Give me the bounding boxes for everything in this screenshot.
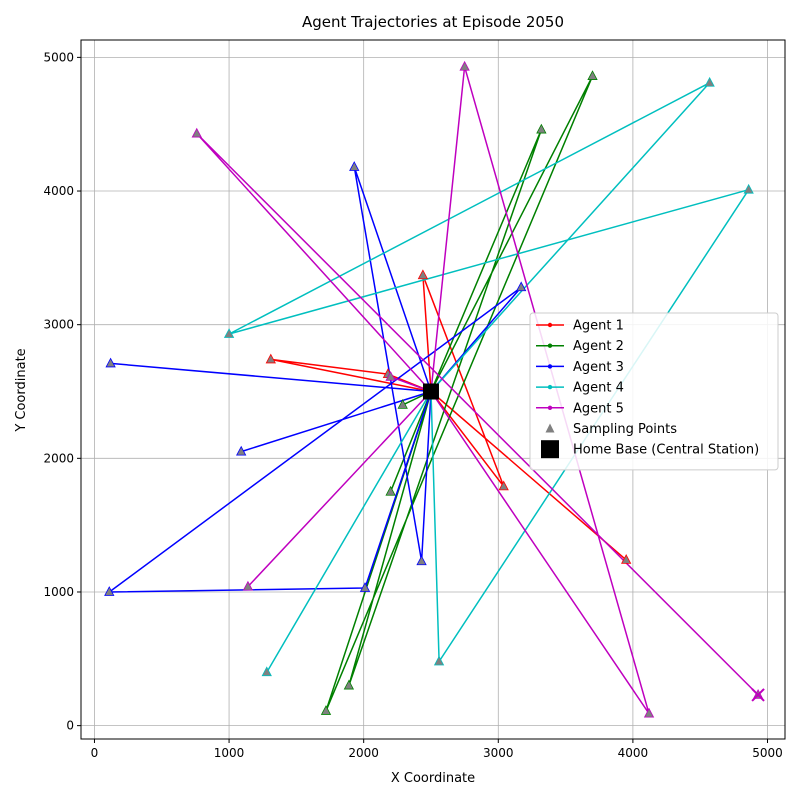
sampling-point	[104, 586, 115, 596]
sampling-point	[385, 370, 396, 381]
chart-title: Agent Trajectories at Episode 2050	[302, 13, 564, 31]
legend-label: Agent 1	[573, 319, 624, 334]
plot-frame	[80, 39, 786, 740]
sampling-point	[643, 707, 655, 718]
sampling-point	[743, 183, 754, 194]
sampling-point	[261, 666, 272, 677]
sampling-point	[516, 281, 527, 292]
y-tick-label: 4000	[43, 184, 74, 198]
x-tick-label: 0	[91, 746, 99, 760]
sampling-point	[191, 127, 202, 138]
y-tick-label: 3000	[43, 318, 74, 332]
sampling-point	[359, 582, 371, 592]
end-marker	[751, 688, 765, 702]
sampling-point	[236, 445, 247, 456]
sampling-points-layer	[104, 60, 765, 718]
sampling-point	[433, 655, 445, 666]
sampling-point	[242, 580, 254, 591]
agent-3-trajectory-line	[108, 166, 522, 593]
y-tick-label: 5000	[43, 50, 74, 64]
sampling-point	[343, 679, 355, 690]
sampling-point	[536, 123, 547, 134]
sampling-point	[587, 70, 598, 80]
home-base-layer	[422, 383, 439, 400]
legend-label: Agent 4	[573, 381, 624, 396]
sampling-point	[105, 357, 116, 368]
legend-swatch-dot	[547, 364, 553, 369]
legend-label: Home Base (Central Station)	[573, 443, 759, 458]
y-tick-label: 1000	[43, 585, 74, 599]
legend-label: Agent 3	[573, 360, 624, 375]
x-tick-label: 4000	[618, 746, 649, 760]
y-tick-label: 2000	[43, 451, 74, 465]
legend-label: Agent 2	[573, 339, 624, 354]
sampling-point	[223, 328, 235, 338]
legend-label: Sampling Points	[573, 422, 677, 437]
sampling-point	[416, 555, 427, 566]
sampling-point	[320, 705, 332, 715]
x-tick-label: 3000	[483, 746, 514, 760]
sampling-point	[385, 485, 396, 496]
legend-swatch-dot	[547, 343, 553, 348]
home-base-marker	[422, 383, 439, 400]
legend-home-marker	[541, 440, 559, 459]
axis-ticks: 0 1000 2000 3000 4000 5000 0 1000 2000 3000 4000 50…	[43, 50, 782, 760]
x-tick-label: 2000	[348, 746, 379, 760]
sampling-point	[397, 399, 408, 409]
legend-label: Agent 5	[573, 401, 624, 416]
legend-swatch-dot	[547, 405, 553, 410]
legend-swatch-dot	[547, 322, 553, 328]
sampling-point	[620, 554, 632, 564]
legend-sampling-marker	[545, 423, 555, 433]
sampling-point	[498, 480, 509, 491]
y-axis-label: Y Coordinate	[14, 348, 29, 432]
sampling-point	[704, 76, 715, 87]
sampling-point	[349, 161, 360, 171]
legend-box	[529, 312, 779, 471]
x-axis-label: X Coordinate	[391, 771, 475, 786]
sampling-point	[417, 269, 429, 280]
y-tick-label: 0	[66, 719, 74, 733]
x-tick-label: 1000	[214, 746, 245, 760]
x-tick-label: 5000	[752, 746, 783, 760]
legend-swatch-dot	[547, 384, 553, 390]
legend: Agent 1 Agent 2 Agent 3 Agent 4 Agent 5 Sampl…	[529, 312, 779, 471]
sampling-point	[459, 60, 470, 71]
sampling-point	[265, 353, 276, 364]
